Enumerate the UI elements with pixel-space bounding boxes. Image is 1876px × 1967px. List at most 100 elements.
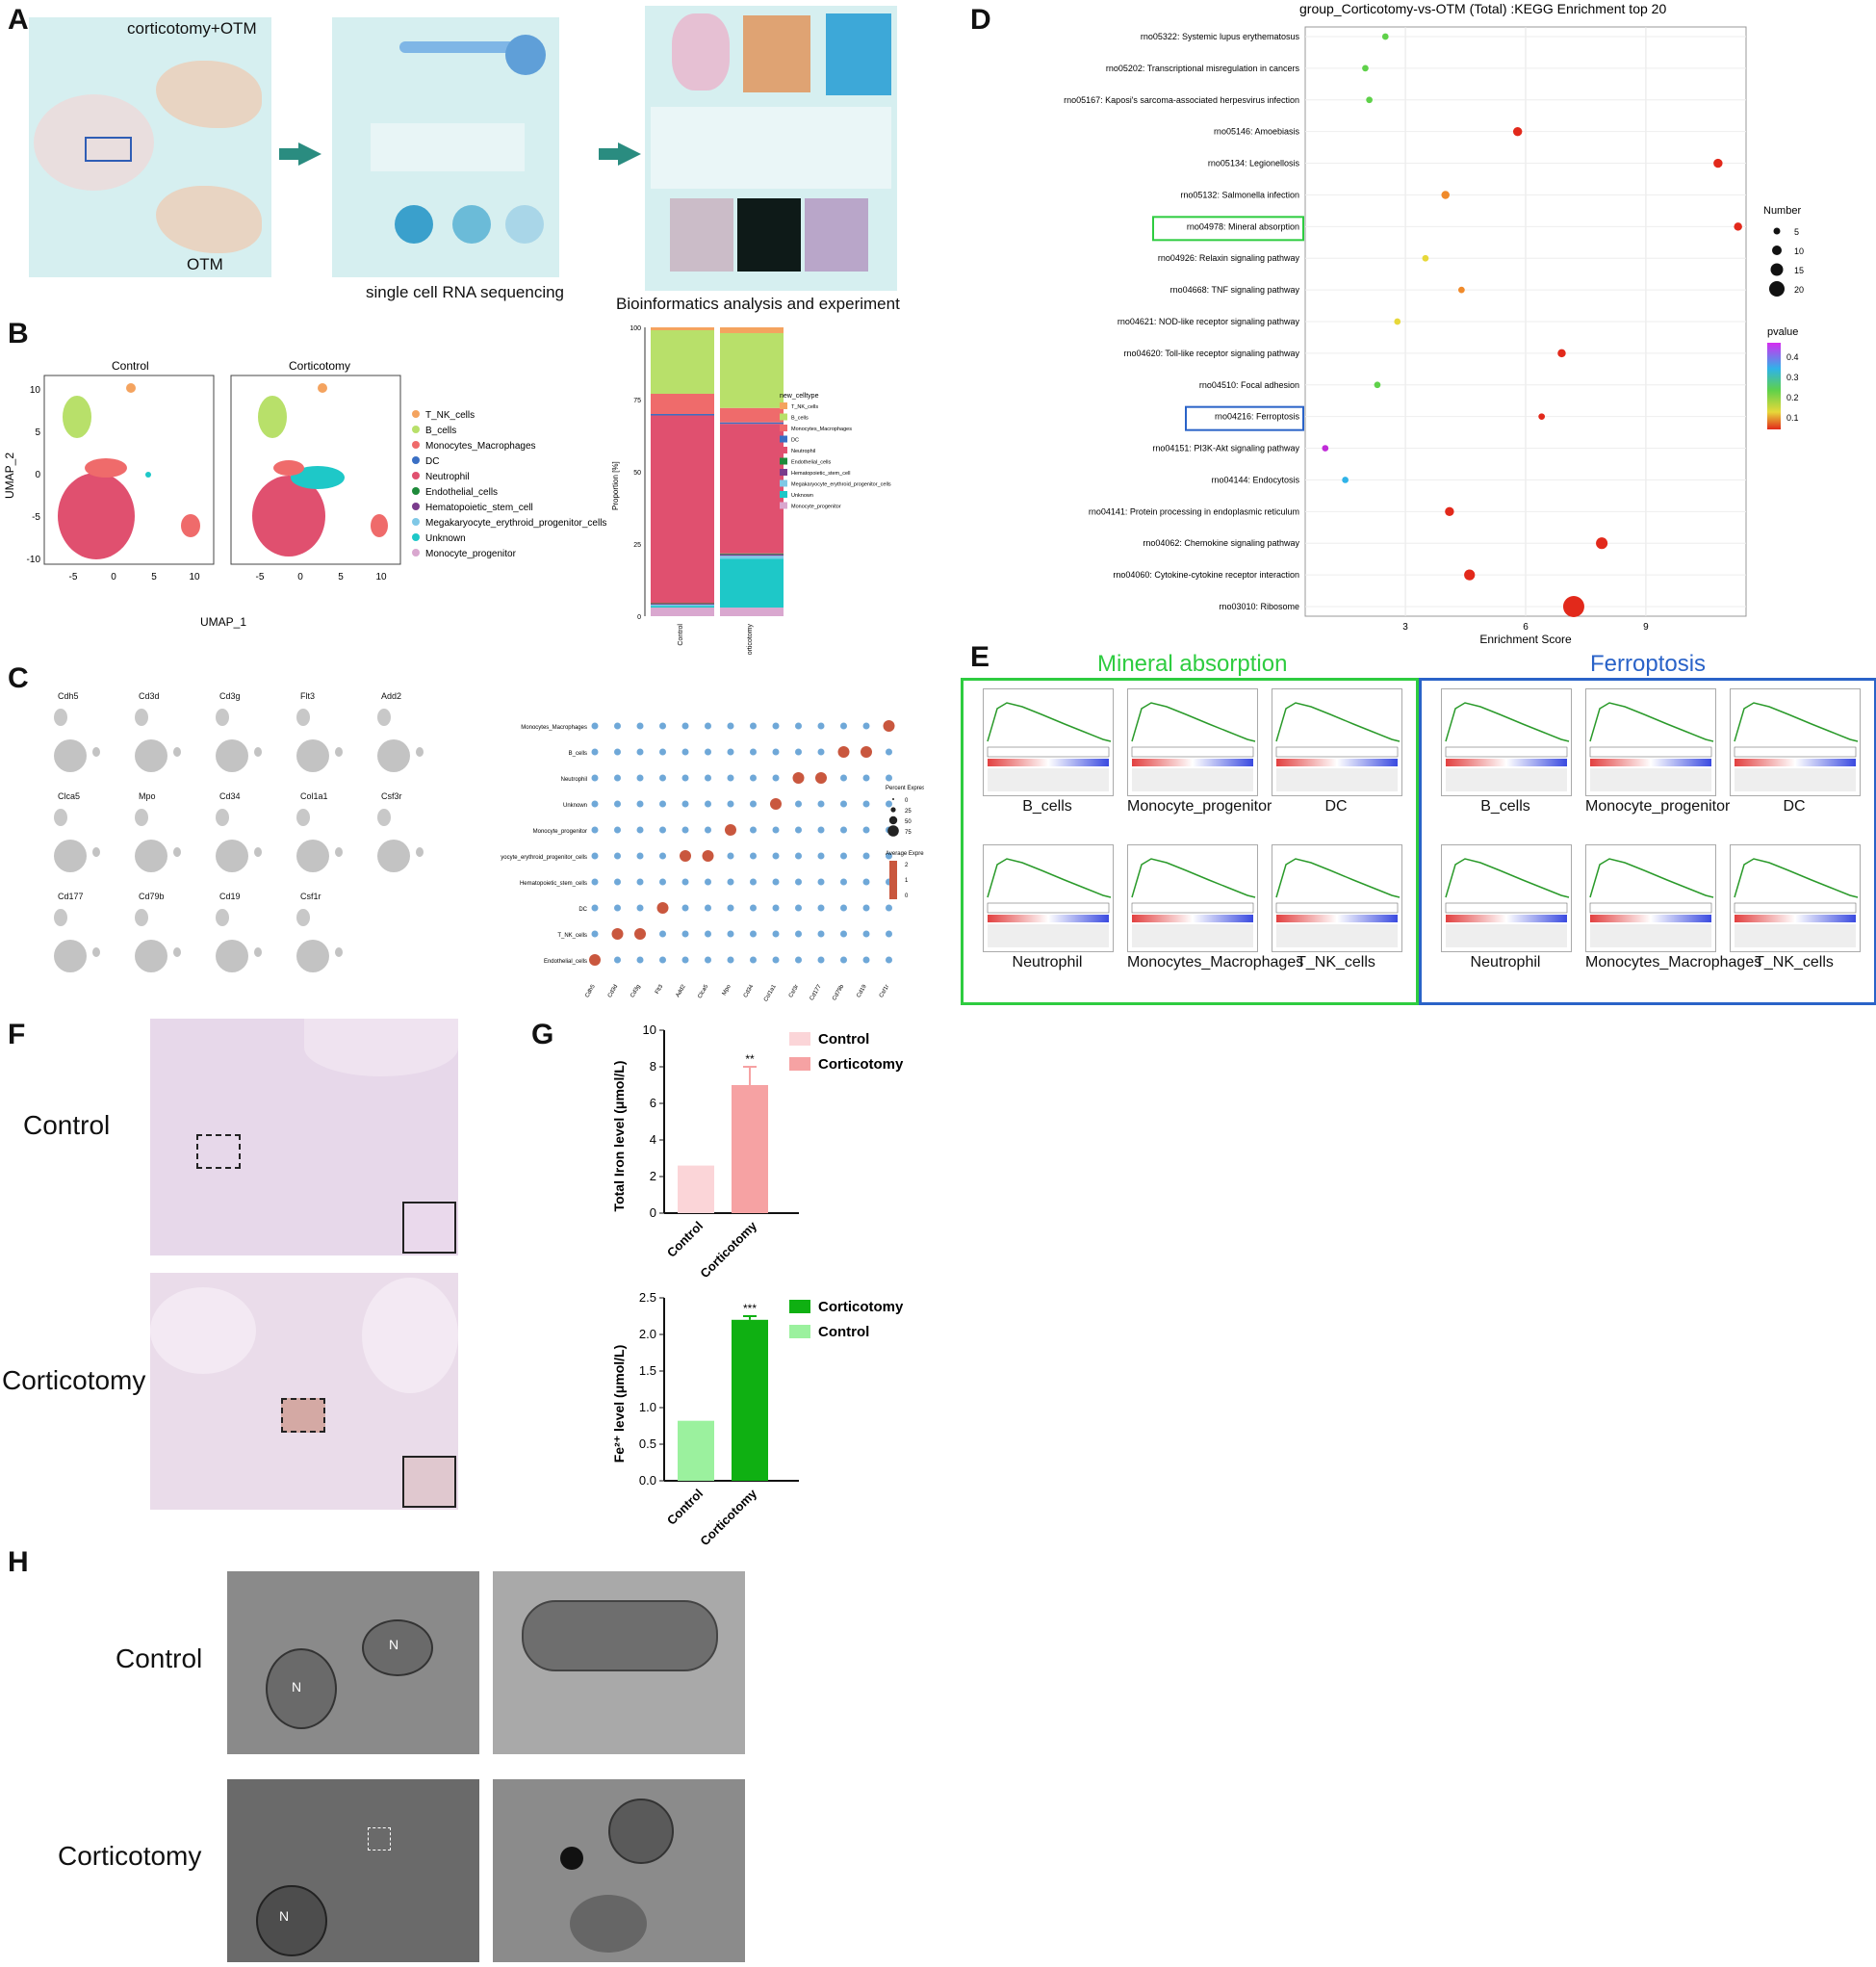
- legend-label: Monocytes_Macrophages: [791, 427, 852, 432]
- ranked-metric: [1276, 768, 1398, 791]
- term-label: rno05132: Salmonella infection: [1180, 190, 1299, 199]
- ranked-gradient: [1132, 759, 1253, 766]
- legend-label: Unknown: [425, 533, 466, 544]
- kegg-bubble: [1381, 33, 1389, 40]
- mitochondrion: [608, 1799, 674, 1864]
- legend-label: 5: [1794, 227, 1799, 237]
- dot-plot: Monocytes_Macrophages B_cells Neutrophil Un…: [501, 720, 924, 1001]
- hit-bars: [987, 902, 1110, 914]
- legend-label: 0.2: [1786, 393, 1799, 402]
- gsea-mineral-title: Mineral absorption: [1097, 651, 1288, 677]
- dot-mark: [659, 852, 666, 860]
- legend-label: 0: [905, 893, 909, 899]
- dot-mark: [795, 904, 802, 912]
- y-tick-label: 10: [643, 1022, 656, 1037]
- panel-label-e: E: [970, 641, 990, 673]
- gsea-cell-label: T_NK_cells: [1755, 954, 1834, 971]
- feature-cluster: [216, 840, 248, 872]
- legend-swatch: [780, 447, 787, 453]
- legend-swatch: [412, 472, 420, 479]
- x-tick-label: 3: [1402, 622, 1408, 633]
- feature-cluster: [92, 947, 100, 957]
- legend-swatch: [412, 410, 420, 418]
- dot-col-label: Cd177: [810, 983, 823, 1001]
- x-tick-label: Control: [664, 1219, 706, 1260]
- y-tick-label: 6: [650, 1096, 656, 1110]
- arrow-2-shaft: [599, 148, 620, 160]
- feature-cluster: [216, 940, 248, 972]
- legend-label: Corticotomy: [818, 1056, 904, 1073]
- dot-mark: [702, 850, 714, 862]
- feature-cluster: [135, 809, 148, 826]
- gsea-plot: [1441, 688, 1572, 796]
- dot-row-label: T_NK_cells: [557, 933, 587, 939]
- y-tick-label: 50: [633, 470, 641, 477]
- feature-cluster: [296, 940, 329, 972]
- legend-label: 2: [905, 863, 909, 868]
- kegg-bubble: [1562, 596, 1584, 617]
- dot-mark: [705, 722, 711, 730]
- legend-swatch: [780, 435, 787, 443]
- gsea-cell-label: DC: [1783, 798, 1806, 815]
- feature-gene-label: Flt3: [300, 691, 316, 701]
- dot-row-label: Endothelial_cells: [544, 959, 587, 965]
- em-image-control-high: [493, 1571, 745, 1754]
- kegg-bubble: [1596, 537, 1608, 550]
- dot-mark: [591, 930, 599, 938]
- hit-bars: [1445, 902, 1568, 914]
- legend-label: Endothelial_cells: [425, 487, 498, 498]
- legend-label: 0.4: [1786, 352, 1799, 362]
- cluster-neutrophil: [252, 476, 325, 556]
- cluster-unknown: [145, 472, 151, 478]
- bar: [678, 1165, 714, 1213]
- dot-mark: [817, 800, 825, 808]
- legend-title: new_celltype: [780, 393, 819, 400]
- arrow-right-icon: [618, 142, 641, 166]
- feature-gene-label: Csf1r: [300, 892, 321, 901]
- cluster-neutrophil: [58, 473, 135, 559]
- dot-mark: [772, 930, 780, 938]
- ranked-gradient: [1276, 915, 1398, 922]
- dot-mark: [883, 720, 895, 732]
- enrichment-curve: [1275, 702, 1401, 742]
- dot-mark: [636, 878, 644, 886]
- dot-mark: [659, 800, 666, 808]
- legend-label: 15: [1794, 266, 1804, 275]
- feature-gene-label: Cd34: [219, 791, 241, 801]
- dot-mark: [591, 852, 599, 860]
- dot-col-label: Flt3: [655, 983, 665, 995]
- dot-mark: [817, 826, 825, 834]
- term-label: rno05167: Kaposi's sarcoma-associated he…: [1064, 95, 1299, 105]
- ranked-gradient: [1735, 915, 1856, 922]
- dot-mark: [792, 772, 805, 784]
- dot-mark: [750, 722, 757, 730]
- dot-mark: [589, 954, 601, 966]
- mini-ihc-thumb: [670, 198, 733, 272]
- dot-col-label: Cd3g: [630, 984, 641, 998]
- feature-cluster: [135, 909, 148, 926]
- enrichment-curve: [1734, 858, 1859, 898]
- dot-mark: [681, 956, 689, 964]
- y-tick-label: 4: [650, 1132, 656, 1147]
- dot-mark: [727, 748, 734, 756]
- dot-col-label: Csf3r: [788, 984, 800, 998]
- bar: [732, 1319, 768, 1481]
- dot-mark: [795, 826, 802, 834]
- dot-mark: [750, 904, 757, 912]
- dot-mark: [591, 748, 599, 756]
- feature-cluster: [296, 739, 329, 772]
- term-label: rno04621: NOD-like receptor signaling pa…: [1118, 317, 1300, 326]
- y-tick-label: -10: [27, 555, 41, 565]
- gsea-cell-label: T_NK_cells: [1297, 954, 1375, 971]
- dot-mark: [659, 930, 666, 938]
- stacked-bar-segment: [651, 414, 714, 416]
- feature-cluster: [216, 909, 229, 926]
- kegg-bubble: [1422, 254, 1429, 262]
- dot-mark: [705, 748, 711, 756]
- dot-mark: [817, 852, 825, 860]
- feature-cluster: [54, 809, 67, 826]
- ihc-dashed-box: [196, 1134, 241, 1169]
- stacked-bar-segment: [720, 407, 784, 423]
- x-tick-label: Corticotomy: [697, 1218, 759, 1281]
- ranked-gradient: [1446, 759, 1567, 766]
